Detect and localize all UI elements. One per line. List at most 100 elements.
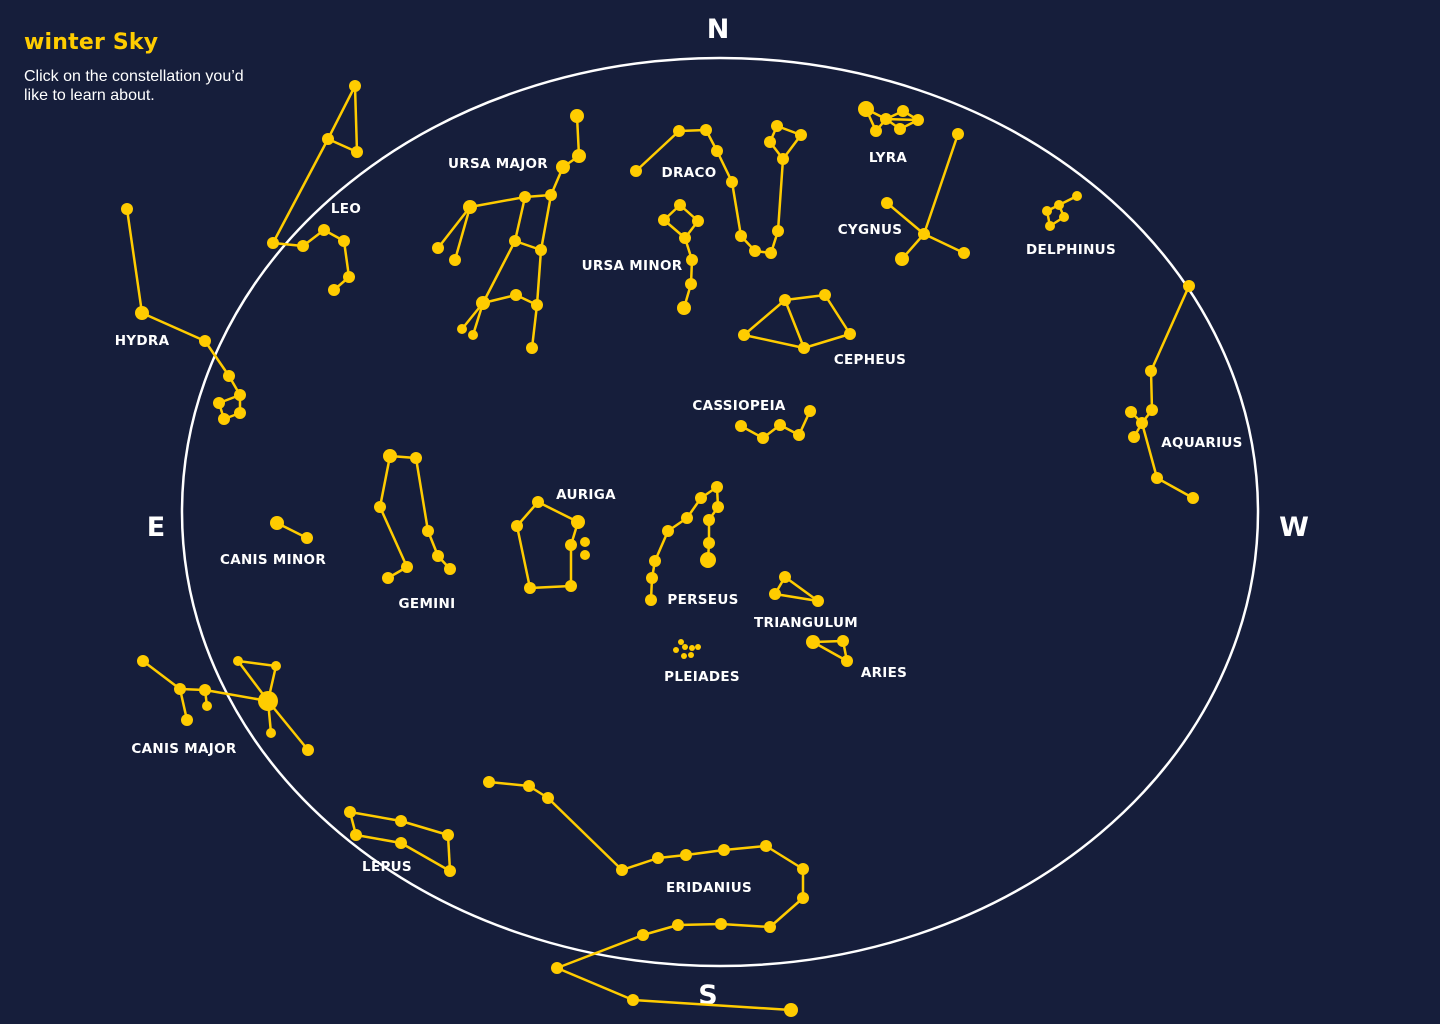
star bbox=[677, 301, 691, 315]
star bbox=[270, 516, 284, 530]
star bbox=[726, 176, 738, 188]
constellation-label[interactable]: AURIGA bbox=[556, 487, 616, 503]
constellation-hit-area[interactable] bbox=[475, 768, 817, 1018]
star bbox=[897, 105, 909, 117]
constellation-label[interactable]: GEMINI bbox=[399, 596, 456, 612]
constellation-line bbox=[719, 922, 772, 929]
constellation-cygnus[interactable]: CYGNUS bbox=[838, 120, 978, 267]
constellation-line bbox=[742, 333, 806, 350]
constellation-label[interactable]: PERSEUS bbox=[667, 592, 738, 608]
constellation-line bbox=[399, 819, 450, 837]
constellation-label[interactable]: CEPHEUS bbox=[834, 352, 906, 368]
constellation-line bbox=[555, 933, 645, 970]
star bbox=[703, 537, 715, 549]
constellation-line bbox=[481, 239, 517, 305]
constellation-label[interactable]: URSA MAJOR bbox=[448, 156, 548, 172]
constellation-line bbox=[684, 848, 726, 857]
star bbox=[199, 335, 211, 347]
constellation-label[interactable]: PLEIADES bbox=[664, 669, 740, 685]
west-label: W bbox=[1279, 512, 1309, 543]
constellation-label[interactable]: DRACO bbox=[662, 165, 717, 181]
constellation-label[interactable]: CANIS MAJOR bbox=[131, 741, 236, 757]
star bbox=[777, 153, 789, 165]
star bbox=[804, 405, 816, 417]
star bbox=[812, 595, 824, 607]
constellation-delphinus[interactable]: DELPHINUS bbox=[1026, 182, 1116, 262]
star bbox=[523, 780, 535, 792]
constellation-line bbox=[536, 500, 580, 524]
star bbox=[349, 80, 361, 92]
star bbox=[870, 125, 882, 137]
constellation-gemini[interactable]: GEMINI bbox=[366, 442, 464, 616]
star bbox=[338, 235, 350, 247]
star bbox=[779, 294, 791, 306]
constellation-label[interactable]: CASSIOPEIA bbox=[692, 398, 786, 414]
constellation-triangulum[interactable]: TRIANGULUM bbox=[754, 563, 858, 635]
constellation-lepus[interactable]: LEPUS bbox=[336, 798, 464, 879]
star bbox=[297, 240, 309, 252]
constellation-line bbox=[546, 796, 624, 872]
constellation-label[interactable]: LYRA bbox=[869, 150, 908, 166]
constellation-label[interactable]: URSA MINOR bbox=[582, 258, 683, 274]
constellation-lyra[interactable]: LYRA bbox=[852, 95, 932, 170]
constellation-hit-area[interactable] bbox=[259, 72, 371, 298]
star bbox=[519, 191, 531, 203]
star bbox=[234, 389, 246, 401]
constellation-label[interactable]: DELPHINUS bbox=[1026, 242, 1116, 258]
constellation-label[interactable]: CYGNUS bbox=[838, 222, 903, 238]
constellation-label[interactable]: ERIDANIUS bbox=[666, 880, 752, 896]
star bbox=[457, 324, 467, 334]
star bbox=[686, 254, 698, 266]
constellation-line bbox=[722, 844, 768, 852]
constellation-aquarius[interactable]: AQUARIUS bbox=[1117, 272, 1243, 506]
constellation-line bbox=[764, 844, 805, 871]
star bbox=[524, 582, 536, 594]
constellation-draco[interactable]: DRACO bbox=[622, 112, 815, 261]
instructions-text: Click on the constellation you’d like to… bbox=[24, 68, 244, 104]
star bbox=[711, 481, 723, 493]
star bbox=[258, 691, 278, 711]
constellation-label[interactable]: LEPUS bbox=[362, 859, 412, 875]
constellation-hit-area[interactable] bbox=[1117, 272, 1216, 506]
constellation-hydra[interactable]: HYDRA bbox=[113, 195, 254, 427]
star bbox=[328, 284, 340, 296]
star bbox=[572, 149, 586, 163]
constellation-hit-area[interactable] bbox=[424, 102, 593, 356]
constellation-eridanius[interactable]: ERIDANIUS bbox=[475, 768, 817, 1018]
constellation-hit-area[interactable] bbox=[113, 195, 254, 427]
constellation-hit-area[interactable] bbox=[366, 442, 464, 616]
constellation-hit-area[interactable] bbox=[618, 191, 712, 316]
constellation-label[interactable]: AQUARIUS bbox=[1161, 435, 1242, 451]
constellation-label[interactable]: LEO bbox=[331, 201, 361, 217]
constellation-label[interactable]: ARIES bbox=[861, 665, 907, 681]
constellation-layer: LEO HYDRA URSA MAJOR DRACO URSA MINOR LYRA CYG… bbox=[113, 72, 1243, 1018]
constellation-pleiades[interactable]: PLEIADES bbox=[662, 628, 740, 689]
constellation-cepheus[interactable]: CEPHEUS bbox=[730, 281, 906, 372]
constellation-aries[interactable]: ARIES bbox=[799, 627, 907, 685]
constellation-line bbox=[453, 205, 472, 262]
star bbox=[350, 829, 362, 841]
constellation-perseus[interactable]: PERSEUS bbox=[637, 473, 739, 612]
star bbox=[769, 588, 781, 600]
constellation-cassiopeia[interactable]: CASSIOPEIA bbox=[692, 396, 824, 446]
constellation-label[interactable]: HYDRA bbox=[115, 333, 170, 349]
star bbox=[695, 492, 707, 504]
constellation-ursa-major[interactable]: URSA MAJOR bbox=[424, 102, 593, 356]
star bbox=[779, 571, 791, 583]
star bbox=[700, 124, 712, 136]
constellation-leo[interactable]: LEO bbox=[259, 72, 371, 298]
constellation-line bbox=[203, 339, 231, 378]
star bbox=[476, 296, 490, 310]
constellation-auriga[interactable]: AURIGA bbox=[503, 485, 616, 596]
constellation-line bbox=[730, 180, 743, 238]
star bbox=[760, 840, 772, 852]
constellation-line bbox=[446, 833, 452, 873]
constellation-canis-major[interactable]: CANIS MAJOR bbox=[129, 647, 322, 761]
star bbox=[678, 639, 684, 645]
constellation-label[interactable]: TRIANGULUM bbox=[754, 615, 858, 631]
constellation-ursa-minor[interactable]: URSA MINOR bbox=[582, 191, 712, 316]
constellation-label[interactable]: CANIS MINOR bbox=[220, 552, 326, 568]
constellation-canis-minor[interactable]: CANIS MINOR bbox=[220, 509, 326, 572]
constellation-hit-area[interactable] bbox=[856, 120, 978, 267]
constellation-line bbox=[634, 129, 681, 173]
